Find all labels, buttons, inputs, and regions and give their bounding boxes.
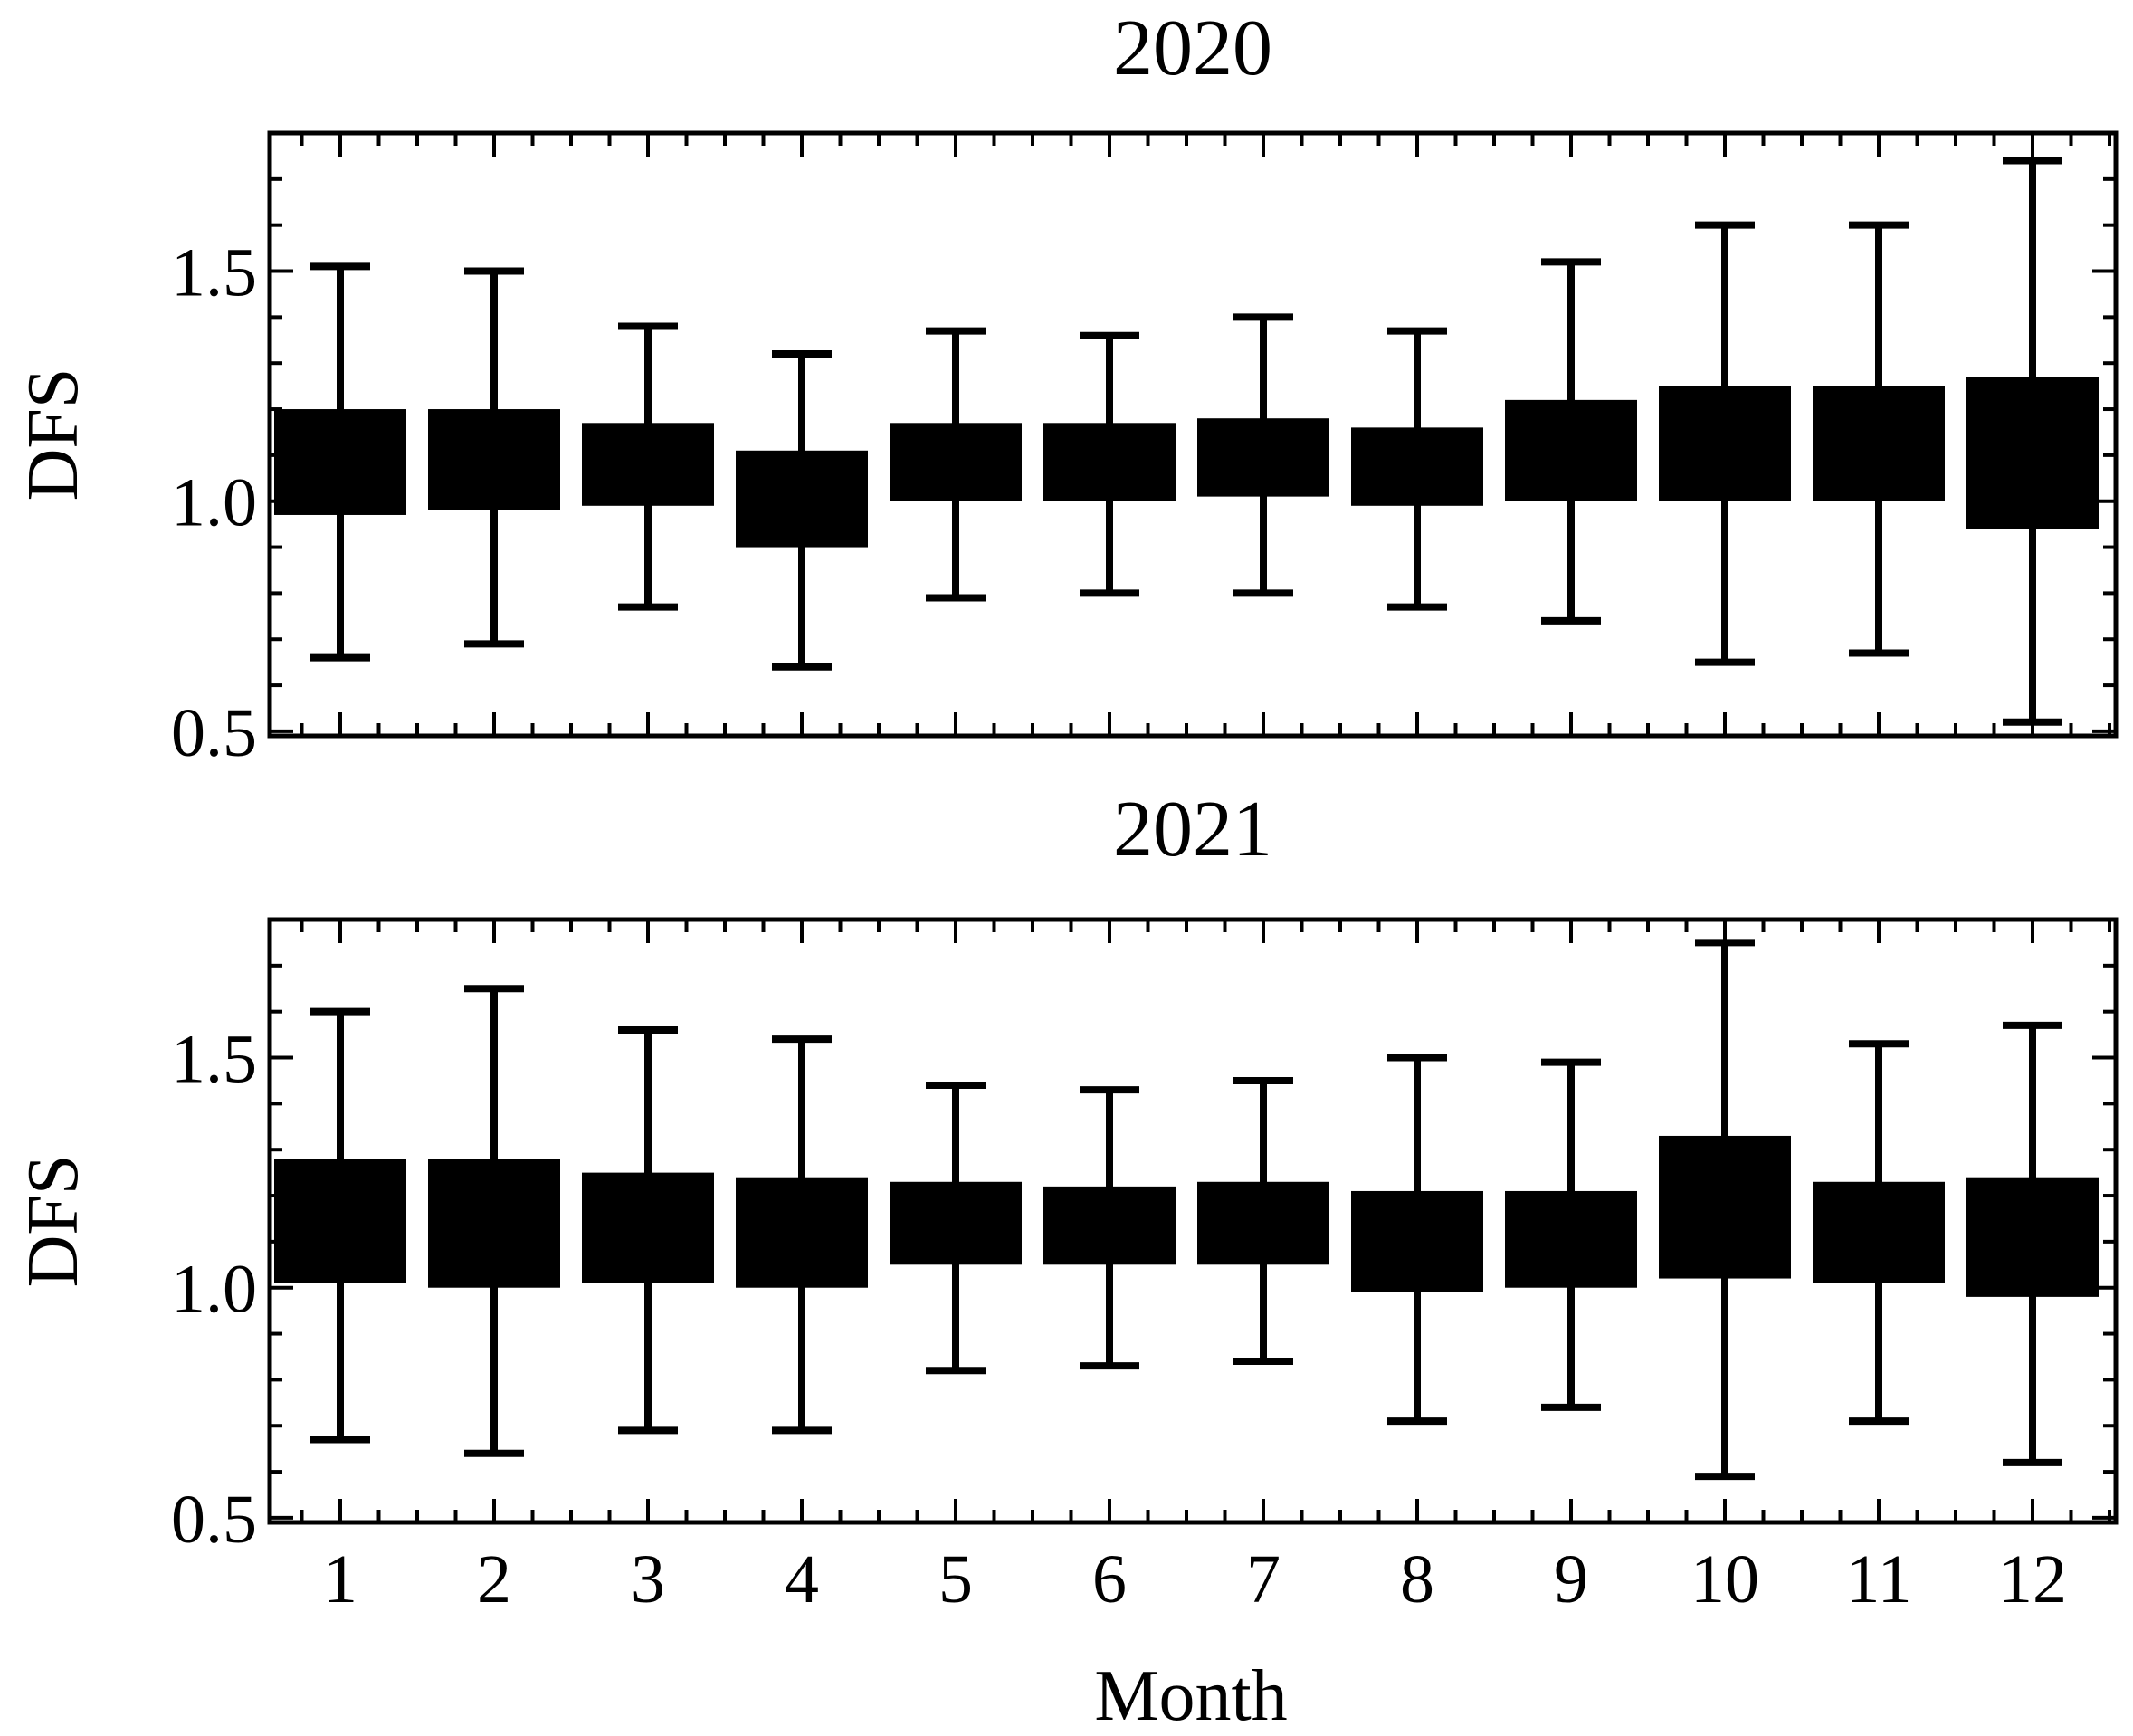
iqr-box (736, 450, 868, 548)
box-month-1 (274, 1007, 406, 1444)
x-tick-label: 6 (1092, 1541, 1127, 1617)
x-axis-label: Month (1094, 1656, 1287, 1736)
box-month-4 (736, 1035, 868, 1435)
plot-frame (267, 917, 2119, 1525)
y-tick-label: 1.0 (171, 465, 257, 541)
iqr-box (1966, 377, 2099, 529)
box-month-11 (1813, 1040, 1945, 1426)
iqr-box (1505, 399, 1637, 501)
iqr-box (1659, 1135, 1791, 1279)
box-month-9 (1505, 258, 1637, 625)
box-month-3 (582, 322, 714, 611)
iqr-box (1197, 418, 1329, 497)
iqr-box (736, 1177, 868, 1288)
x-tick-label: 10 (1690, 1541, 1759, 1617)
x-tick-label: 4 (785, 1541, 819, 1617)
box-month-5 (890, 327, 1022, 602)
x-tick-label: 5 (938, 1541, 973, 1617)
x-tick-label: 12 (1998, 1541, 2067, 1617)
iqr-box (1043, 423, 1176, 501)
panel-2020: 2020 DFS 0.5 1.0 1.5 (14, 5, 2119, 771)
y-axis-label: DFS (14, 368, 93, 501)
x-tick-label: 9 (1554, 1541, 1588, 1617)
box-month-5 (890, 1082, 1022, 1375)
panel-title: 2020 (1113, 5, 1272, 92)
iqr-box (1505, 1190, 1637, 1288)
x-tick-label: 2 (477, 1541, 511, 1617)
box-month-7 (1197, 313, 1329, 597)
iqr-box (274, 1159, 406, 1283)
x-tick-label: 11 (1845, 1541, 1911, 1617)
x-tick-label: 8 (1400, 1541, 1434, 1617)
iqr-box (1659, 386, 1791, 501)
iqr-box (1351, 427, 1483, 506)
box-month-12 (1966, 157, 2099, 726)
iqr-box (1813, 1181, 1945, 1283)
box-month-2 (428, 267, 560, 648)
iqr-box (890, 1181, 1022, 1265)
box-month-10 (1659, 939, 1791, 1481)
iqr-box (1043, 1186, 1176, 1265)
iqr-box (428, 1159, 560, 1288)
y-tick-label: 0.5 (171, 695, 257, 771)
box-month-9 (1505, 1058, 1637, 1411)
box-month-11 (1813, 221, 1945, 657)
x-tick-label: 1 (323, 1541, 357, 1617)
iqr-box (890, 423, 1022, 501)
box-month-8 (1351, 327, 1483, 611)
box-month-3 (582, 1026, 714, 1435)
iqr-box (1813, 386, 1945, 501)
iqr-box (582, 1172, 714, 1283)
iqr-box (428, 409, 560, 510)
y-axis-label: DFS (14, 1155, 93, 1288)
y-tick-label: 1.5 (171, 235, 257, 311)
box-month-2 (428, 985, 560, 1457)
y-tick-label: 1.5 (171, 1022, 257, 1098)
box-month-10 (1659, 221, 1791, 666)
iqr-box (582, 423, 714, 506)
panel-title: 2021 (1113, 786, 1272, 873)
box-month-8 (1351, 1054, 1483, 1426)
box-month-6 (1043, 331, 1176, 597)
box-month-7 (1197, 1076, 1329, 1366)
box-month-1 (274, 262, 406, 662)
y-tick-label: 1.0 (171, 1252, 257, 1328)
box-month-12 (1966, 1021, 2099, 1466)
y-tick-label: 0.5 (171, 1482, 257, 1558)
x-tick-label: 7 (1246, 1541, 1281, 1617)
box-month-6 (1043, 1086, 1176, 1370)
box-month-4 (736, 350, 868, 671)
x-tick-label: 3 (631, 1541, 665, 1617)
plot-frame (267, 130, 2119, 739)
iqr-box (274, 409, 406, 515)
iqr-box (1966, 1177, 2099, 1297)
iqr-box (1197, 1181, 1329, 1265)
iqr-box (1351, 1190, 1483, 1292)
